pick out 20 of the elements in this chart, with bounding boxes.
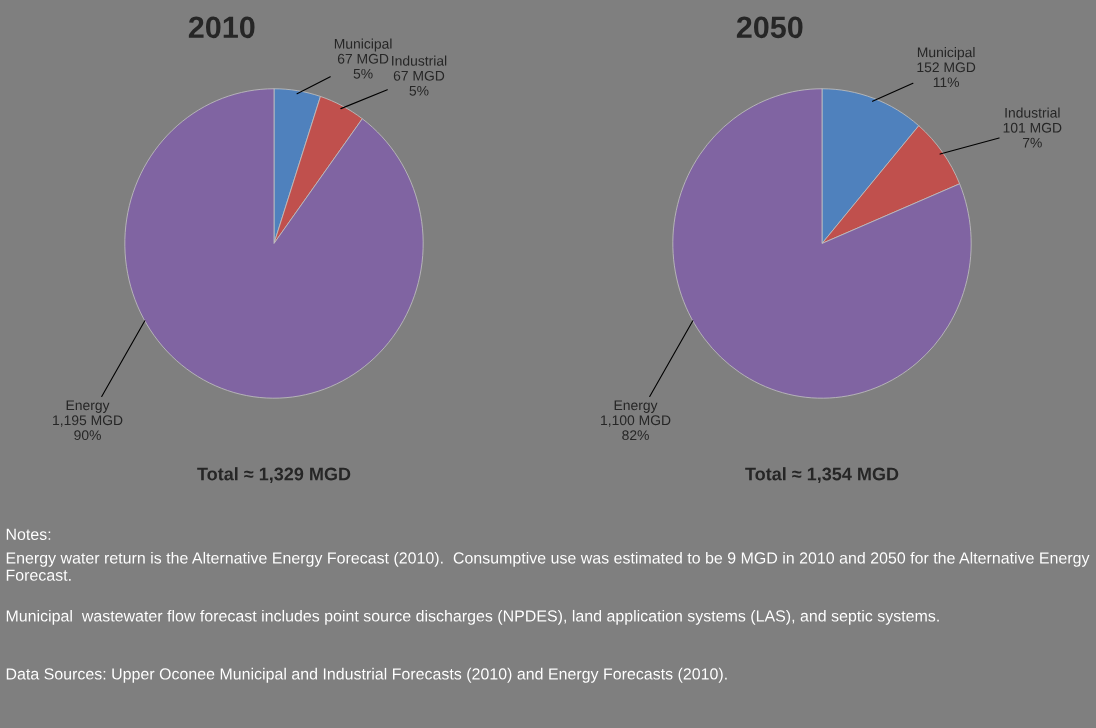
text: Data Sources: Upper Oconee Municipal and Industrial Forecasts (2010) and Energy Forecasts (2010). [6,667,727,683]
slice-label: Industrial [392,55,447,66]
slice-label: Municipal [334,38,392,52]
slice-label: Energy [614,400,658,413]
chart-title: 2050 [736,16,803,39]
chart-title: 2010 [188,16,255,39]
slice-label: Municipal [917,47,975,60]
data-label: 1,100 MGD 82% [601,415,671,441]
data-label: 101 MGD 7% [1003,122,1062,148]
data-label: 67 MGD 5% [337,53,389,79]
data-label: 67 MGD 5% [393,70,445,96]
text: Notes: [6,528,51,541]
text: Energy water return is the Alternative Energy Forecast (2010). Consumptive use was estimated to be 9 MGD in 2010 and 2050 for the Alternative Energy Forecast. [6,551,1090,581]
text: Total ≈ 1,354 MGD [745,467,899,484]
slice-label: Energy [66,400,110,413]
data-label: 152 MGD 11% [917,62,976,88]
text: Total ≈ 1,329 MGD [197,467,351,484]
data-label: 1,195 MGD 90% [53,415,123,441]
text: Municipal wastewater flow forecast includes point source discharges (NPDES), land application systems (LAS), and septic systems. [6,609,939,625]
slice-label: Industrial [1005,107,1060,118]
